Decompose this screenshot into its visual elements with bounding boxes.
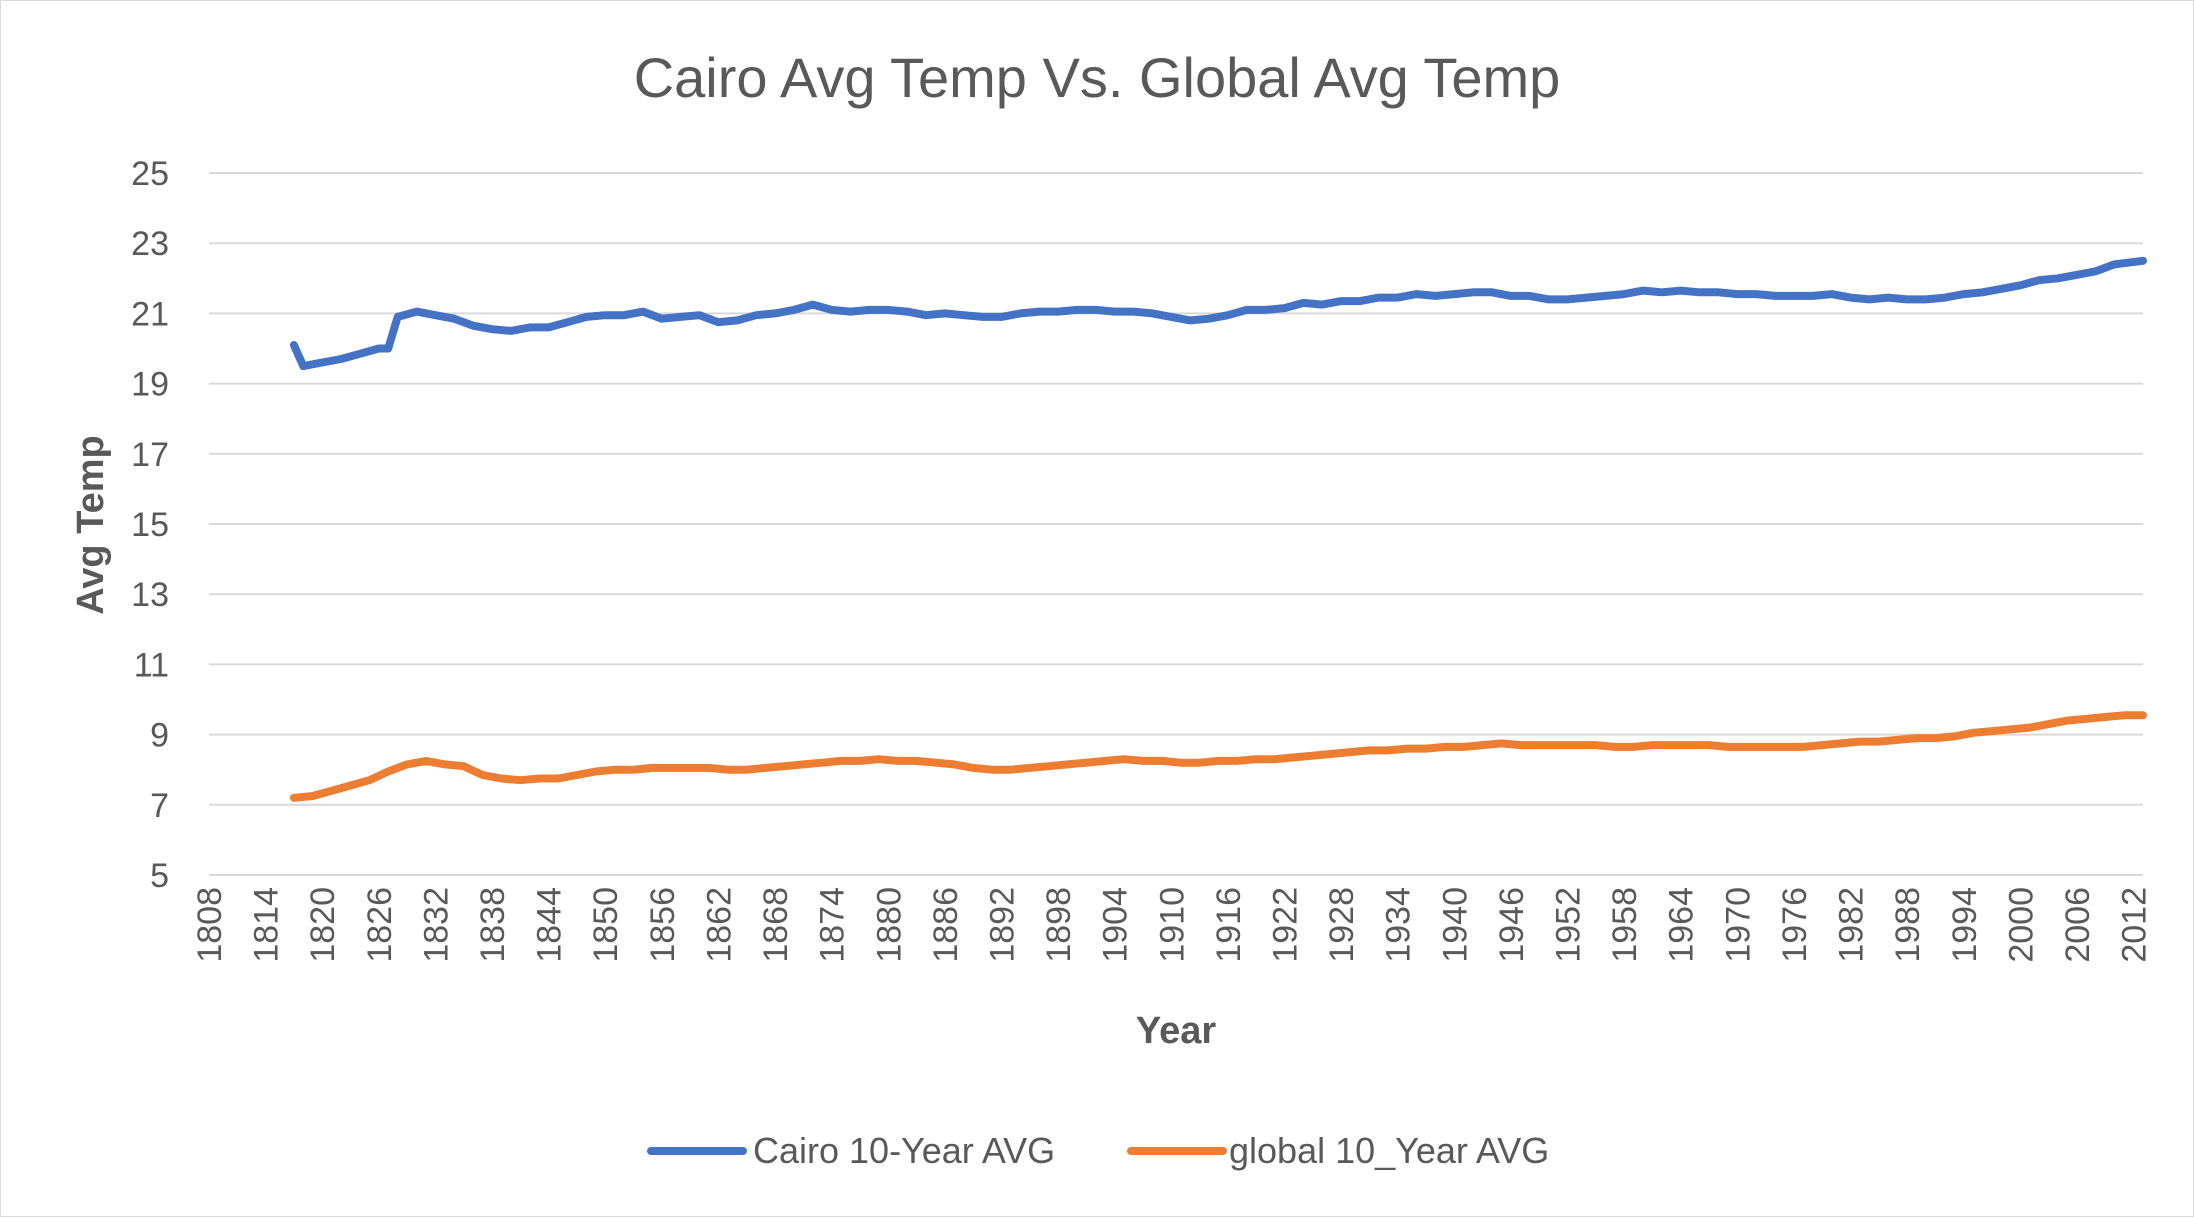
x-tick-label: 1916 <box>1210 887 1248 963</box>
x-tick-label: 1862 <box>700 887 738 963</box>
x-tick-label: 1838 <box>474 887 512 963</box>
y-axis-ticks: 5 7 9 11 13 15 17 19 21 23 25 <box>131 155 169 895</box>
x-tick-label: 1982 <box>1833 887 1871 963</box>
y-tick-label: 21 <box>131 295 169 333</box>
x-tick-label: 1898 <box>1040 887 1078 963</box>
x-tick-label: 1814 <box>248 887 286 963</box>
x-tick-label: 1976 <box>1776 887 1814 963</box>
x-tick-label: 1880 <box>870 887 908 963</box>
y-tick-label: 13 <box>131 576 169 614</box>
y-tick-label: 23 <box>131 225 169 263</box>
y-tick-label: 7 <box>150 787 169 825</box>
x-tick-label: 1994 <box>1946 887 1984 963</box>
x-tick-label: 1868 <box>757 887 795 963</box>
x-tick-label: 2006 <box>2059 887 2097 963</box>
x-tick-label: 1970 <box>1719 887 1757 963</box>
series-line-cairo <box>289 256 2147 371</box>
x-tick-label: 1922 <box>1266 887 1304 963</box>
x-tick-label: 1940 <box>1436 887 1474 963</box>
x-tick-label: 1820 <box>304 887 342 963</box>
x-axis-ticks: 1808 1814 1820 1826 1832 1838 1844 1850 1856 1862… <box>191 887 2154 963</box>
y-tick-label: 9 <box>150 717 169 755</box>
y-tick-label: 15 <box>131 506 169 544</box>
x-tick-label: 2012 <box>2116 887 2154 963</box>
x-tick-label: 1952 <box>1550 887 1588 963</box>
legend-label-cairo: Cairo 10-Year AVG <box>753 1130 1055 1171</box>
x-tick-label: 1910 <box>1153 887 1191 963</box>
series-line-global <box>289 711 2147 802</box>
chart-title: Cairo Avg Temp Vs. Global Avg Temp <box>634 46 1561 109</box>
x-tick-label: 1904 <box>1097 887 1135 963</box>
x-tick-label: 1988 <box>1889 887 1927 963</box>
y-axis-title: Avg Temp <box>70 435 112 614</box>
x-tick-label: 1856 <box>644 887 682 963</box>
series-layer <box>289 256 2147 802</box>
x-tick-label: 1934 <box>1380 887 1418 963</box>
y-tick-label: 17 <box>131 436 169 474</box>
y-tick-label: 5 <box>150 857 169 895</box>
x-tick-label: 1946 <box>1493 887 1531 963</box>
y-tick-label: 19 <box>131 366 169 404</box>
x-tick-label: 1874 <box>814 887 852 963</box>
x-tick-label: 1808 <box>191 887 229 963</box>
legend-label-global: global 10_Year AVG <box>1229 1130 1549 1171</box>
x-tick-label: 1958 <box>1606 887 1644 963</box>
y-tick-label: 25 <box>131 155 169 193</box>
x-tick-label: 1850 <box>587 887 625 963</box>
legend: Cairo 10-Year AVG global 10_Year AVG <box>647 1130 1549 1171</box>
x-tick-label: 1928 <box>1323 887 1361 963</box>
x-tick-label: 1964 <box>1663 887 1701 963</box>
x-tick-label: 1844 <box>531 887 569 963</box>
x-tick-label: 1826 <box>361 887 399 963</box>
x-tick-label: 1886 <box>927 887 965 963</box>
x-axis-title: Year <box>1136 1010 1217 1052</box>
x-tick-label: 1892 <box>983 887 1021 963</box>
x-tick-label: 1832 <box>417 887 455 963</box>
y-tick-label: 11 <box>134 646 169 684</box>
gridlines <box>209 172 2143 876</box>
x-tick-label: 2000 <box>2002 887 2040 963</box>
